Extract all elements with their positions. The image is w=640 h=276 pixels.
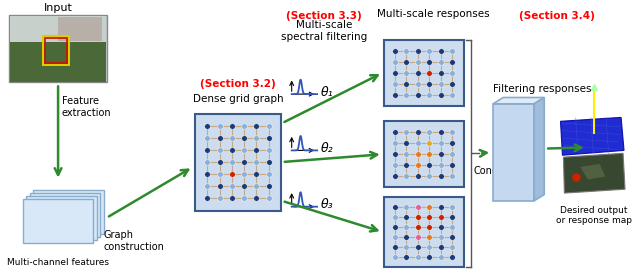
Polygon shape bbox=[534, 97, 544, 201]
Text: Multi-scale
spectral filtering: Multi-scale spectral filtering bbox=[281, 20, 367, 42]
Text: Desired output
or response map: Desired output or response map bbox=[556, 206, 632, 225]
Bar bbox=[10, 42, 106, 83]
Polygon shape bbox=[561, 117, 624, 155]
Bar bbox=[383, 40, 464, 106]
Text: Filtering responses: Filtering responses bbox=[493, 84, 591, 94]
Text: Graph
construction: Graph construction bbox=[103, 230, 164, 252]
Bar bbox=[58, 17, 102, 41]
Bar bbox=[493, 104, 534, 201]
Text: Multi-channel features: Multi-channel features bbox=[7, 258, 109, 267]
Text: Input: Input bbox=[44, 2, 72, 13]
Text: Concatenation: Concatenation bbox=[474, 166, 545, 176]
Text: Multi-scale responses: Multi-scale responses bbox=[377, 9, 490, 19]
Bar bbox=[44, 36, 69, 65]
Text: Feature
extraction: Feature extraction bbox=[62, 96, 111, 118]
Bar bbox=[33, 190, 104, 234]
Polygon shape bbox=[580, 164, 605, 179]
Bar bbox=[45, 38, 67, 63]
Bar bbox=[29, 193, 100, 237]
Bar bbox=[9, 15, 107, 83]
Bar bbox=[383, 121, 464, 187]
Text: Dense grid graph: Dense grid graph bbox=[193, 94, 284, 104]
Text: (Section 3.4): (Section 3.4) bbox=[518, 11, 595, 21]
Bar bbox=[10, 15, 106, 46]
Polygon shape bbox=[563, 153, 625, 193]
Polygon shape bbox=[493, 97, 544, 104]
Text: (Section 3.3): (Section 3.3) bbox=[286, 11, 362, 21]
Bar bbox=[195, 113, 281, 211]
Bar bbox=[26, 196, 97, 240]
Bar bbox=[23, 199, 93, 243]
Text: Regression: Regression bbox=[570, 177, 624, 187]
Text: θ₃: θ₃ bbox=[321, 198, 333, 211]
Text: (Section 3.2): (Section 3.2) bbox=[200, 79, 276, 89]
Bar bbox=[383, 197, 464, 267]
Text: θ₁: θ₁ bbox=[321, 86, 333, 99]
Text: θ₂: θ₂ bbox=[321, 142, 333, 155]
